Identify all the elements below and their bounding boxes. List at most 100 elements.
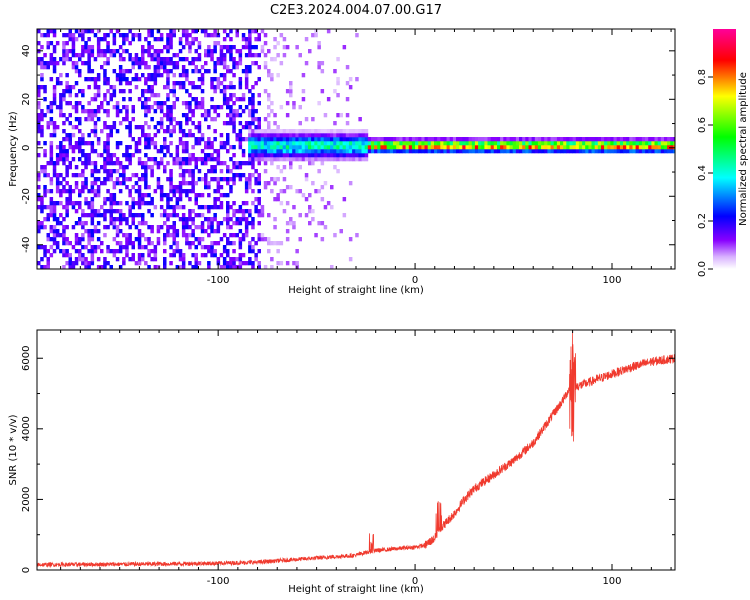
heatmap-cell (118, 33, 123, 38)
heatmap-cell (109, 249, 113, 254)
heatmap-cell (213, 85, 217, 90)
heatmap-cell (125, 245, 129, 250)
heatmap-cell (118, 189, 123, 194)
heatmap-cell (257, 249, 261, 254)
heatmap-cell (62, 253, 66, 258)
heatmap-cell (289, 93, 293, 98)
heatmap-cell (254, 45, 258, 50)
heatmap-cell (308, 221, 312, 226)
heatmap-cell (90, 53, 95, 58)
heatmap-cell (141, 101, 145, 106)
heatmap-cell (200, 137, 205, 142)
heatmap-cell (43, 153, 47, 158)
heatmap-cell (37, 101, 41, 106)
heatmap-cell (342, 157, 347, 162)
heatmap-cell (188, 209, 192, 214)
heatmap-cell (178, 189, 183, 194)
heatmap-cell (71, 245, 76, 250)
heatmap-cell (424, 145, 428, 150)
heatmap-cell (90, 209, 95, 214)
heatmap-cell (326, 133, 331, 138)
heatmap-cell (522, 145, 526, 150)
heatmap-cell (96, 77, 101, 82)
heatmap-cell (147, 77, 151, 82)
heatmap-cell (87, 157, 91, 162)
heatmap-cell (169, 45, 173, 50)
heatmap-cell (238, 133, 243, 138)
heatmap-cell (430, 149, 435, 154)
heatmap-cell (90, 181, 95, 186)
heatmap-cell (263, 53, 268, 58)
heatmap-cell (185, 145, 189, 150)
heatmap-cell (364, 137, 369, 142)
heatmap-cell (40, 85, 44, 90)
heatmap-cell (103, 81, 107, 86)
heatmap-cell (194, 125, 198, 130)
heatmap-cell (345, 149, 350, 154)
heatmap-cell (159, 49, 164, 54)
heatmap-cell (323, 137, 328, 142)
heatmap-cell (456, 141, 460, 146)
heatmap-cell (216, 33, 221, 38)
heatmap-cell (134, 149, 139, 154)
heatmap-cell (229, 265, 233, 269)
heatmap-cell (437, 137, 441, 142)
heatmap-cell (285, 45, 290, 50)
heatmap-cell (244, 177, 249, 182)
heatmap-cell (172, 213, 176, 218)
heatmap-cell (118, 201, 123, 206)
heatmap-cell (131, 109, 135, 114)
heatmap-cell (90, 261, 95, 266)
heatmap-cell (156, 29, 161, 34)
heatmap-cell (125, 157, 129, 162)
heatmap-cell (601, 145, 605, 150)
heatmap-cell (194, 197, 198, 202)
heatmap-cell (213, 117, 217, 122)
heatmap-cell (222, 217, 227, 222)
heatmap-cell (106, 49, 110, 54)
heatmap-cell (181, 73, 186, 78)
heatmap-cell (383, 149, 388, 154)
heatmap-cell (194, 253, 198, 258)
heatmap-cell (103, 217, 107, 222)
heatmap-cell (188, 105, 192, 110)
heatmap-cell (166, 33, 170, 38)
heatmap-cell (144, 89, 148, 94)
heatmap-cell (219, 133, 224, 138)
heatmap-cell (55, 125, 60, 130)
heatmap-cell (396, 141, 400, 146)
heatmap-cell (210, 85, 214, 90)
heatmap-cell (106, 113, 110, 118)
heatmap-cell (244, 189, 249, 194)
heatmap-cell (122, 169, 126, 174)
heatmap-cell (191, 241, 195, 246)
heatmap-cell (188, 45, 192, 50)
heatmap-cell (163, 61, 167, 66)
heatmap-cell (118, 109, 123, 114)
heatmap-cell (279, 189, 284, 194)
heatmap-cell (150, 141, 154, 146)
heatmap-cell (273, 145, 277, 150)
heatmap-cell (226, 133, 230, 138)
heatmap-cell (374, 145, 378, 150)
heatmap-cell (163, 257, 167, 262)
heatmap-cell (566, 145, 570, 150)
heatmap-cell (62, 233, 66, 238)
heatmap-cell (93, 245, 98, 250)
heatmap-cell (421, 141, 425, 146)
heatmap-cell (267, 181, 271, 186)
heatmap-cell (314, 129, 318, 134)
heatmap-cell (267, 69, 271, 74)
heatmap-cell (330, 145, 334, 150)
heatmap-cell (298, 137, 302, 142)
heatmap-cell (582, 137, 586, 142)
heatmap-cell (339, 113, 343, 118)
heatmap-cell (207, 141, 211, 146)
heatmap-cell (74, 69, 79, 74)
heatmap-cell (204, 145, 208, 150)
heatmap-cell (244, 77, 249, 82)
heatmap-cell (336, 77, 340, 82)
heatmap-cell (71, 49, 76, 54)
heatmap-cell (131, 173, 135, 178)
heatmap-cell (175, 213, 180, 218)
